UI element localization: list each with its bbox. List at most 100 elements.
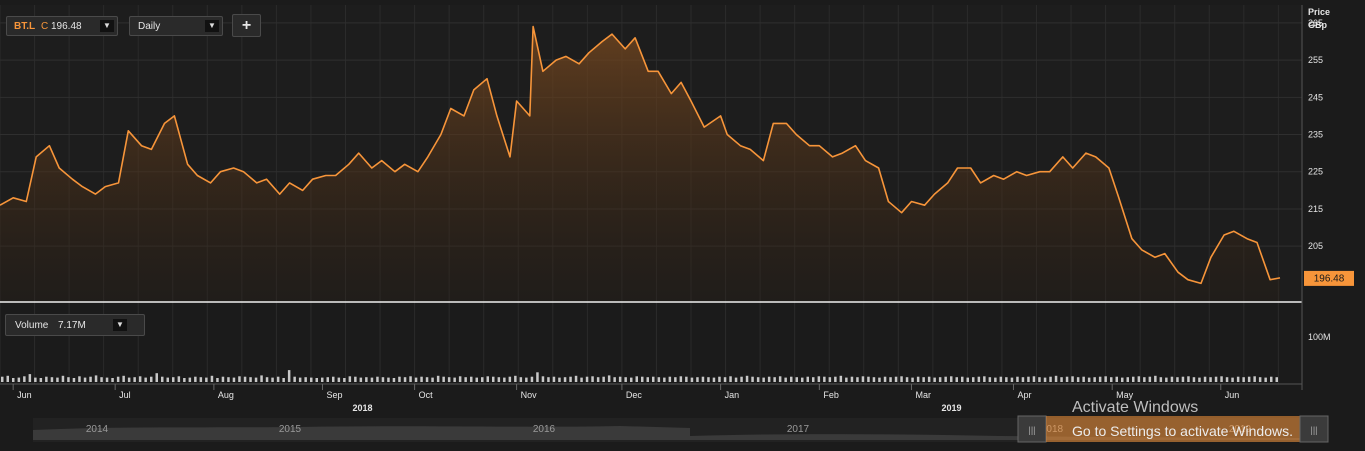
- navigator[interactable]: 201420152016201720182019 ||| |||: [33, 415, 1329, 443]
- symbol-label: BT.L: [14, 21, 36, 32]
- chevron-down-icon[interactable]: ▼: [113, 319, 127, 331]
- volume-bar: [50, 377, 54, 382]
- volume-bar: [310, 377, 313, 382]
- volume-bar: [922, 377, 925, 382]
- volume-bar: [111, 378, 114, 382]
- volume-bar: [205, 377, 208, 382]
- volume-bar: [1220, 376, 1223, 382]
- volume-bar: [166, 377, 169, 382]
- volume-bar: [1143, 377, 1146, 382]
- volume-bar: [563, 377, 567, 382]
- month-tick-label: Jan: [725, 390, 740, 400]
- volume-bar: [613, 377, 616, 382]
- navigator-selection[interactable]: [1046, 416, 1300, 442]
- volume-axis-tick: 100M: [1308, 332, 1331, 342]
- volume-bar: [905, 377, 909, 382]
- month-tick-label: Jun: [1225, 390, 1240, 400]
- volume-bar: [1010, 377, 1014, 382]
- volume-bar: [133, 377, 136, 382]
- volume-bar: [122, 375, 125, 382]
- volume-bar: [1181, 376, 1185, 382]
- volume-bar: [1038, 377, 1041, 382]
- volume-bar: [552, 376, 556, 382]
- volume-bar: [447, 377, 451, 382]
- volume-bar: [674, 377, 677, 382]
- volume-bar: [889, 377, 892, 382]
- volume-bar: [481, 377, 484, 382]
- volume-bar: [1049, 376, 1052, 382]
- volume-bar: [61, 375, 65, 382]
- volume-bar: [1187, 376, 1190, 382]
- year-tick-label: 2019: [941, 403, 961, 413]
- month-tick-label: Nov: [521, 390, 538, 400]
- price-area-fill: [0, 26, 1280, 302]
- month-tick-label: Dec: [626, 390, 643, 400]
- volume-bar: [1154, 375, 1157, 382]
- volume-bar: [845, 377, 848, 382]
- volume-bar: [6, 375, 9, 382]
- price-axis: 265 255 245 235 225 215 205: [1308, 18, 1323, 251]
- volume-bar: [1170, 376, 1174, 382]
- price-tick-label: 265: [1308, 18, 1323, 28]
- volume-bar: [1104, 376, 1107, 382]
- volume-bar: [519, 377, 523, 382]
- volume-bar: [172, 377, 175, 382]
- volume-bar: [282, 378, 285, 382]
- volume-bar: [525, 377, 528, 382]
- symbol-selector[interactable]: BT.L C 196.48 ▼: [6, 16, 118, 36]
- chevron-down-icon[interactable]: ▼: [205, 20, 219, 32]
- volume-bar: [894, 376, 898, 382]
- volume-bar: [839, 375, 843, 382]
- volume-bar: [547, 377, 550, 382]
- volume-bar: [304, 377, 307, 382]
- volume-bar: [1225, 377, 1229, 382]
- navigator-right-handle[interactable]: [1299, 415, 1329, 443]
- volume-bar: [591, 376, 594, 382]
- price-tick-label: 205: [1308, 241, 1323, 251]
- month-tick-label: Aug: [218, 390, 234, 400]
- plus-icon: +: [241, 17, 252, 34]
- volume-bar: [1264, 377, 1267, 382]
- month-axis: Jun Jul Aug Sep Oct Nov Dec Jan Feb Mar Apr May Jun: [12, 384, 1240, 400]
- volume-bar: [801, 377, 804, 382]
- windows-watermark-title: Activate Windows: [1072, 399, 1199, 416]
- volume-bar: [155, 373, 158, 382]
- interval-selector[interactable]: Daily ▼: [129, 16, 223, 36]
- price-tick-label: 235: [1308, 130, 1323, 140]
- volume-label: Volume: [15, 320, 49, 331]
- volume-bar: [150, 376, 153, 382]
- volume-bar: [927, 376, 931, 382]
- volume-bar: [183, 378, 186, 382]
- volume-bar: [1043, 377, 1047, 382]
- volume-bar: [734, 377, 738, 382]
- volume-bar: [778, 376, 782, 382]
- current-price-marker: [1304, 270, 1354, 286]
- volume-bar: [883, 376, 887, 382]
- volume-bar: [12, 378, 15, 382]
- volume-bar: [977, 376, 981, 382]
- volume-bar: [1110, 377, 1113, 382]
- volume-bar: [1203, 376, 1207, 382]
- volume-bar: [585, 376, 589, 382]
- volume-bar: [1132, 376, 1135, 382]
- volume-bar: [89, 376, 92, 382]
- chevron-down-icon[interactable]: ▼: [100, 20, 114, 32]
- volume-bar: [784, 377, 787, 382]
- volume-bar: [850, 376, 854, 382]
- volume-selector[interactable]: Volume 7.17M ▼: [5, 314, 145, 336]
- volume-bar: [1121, 377, 1124, 382]
- add-indicator-button[interactable]: +: [232, 14, 261, 37]
- volume-bar: [938, 377, 942, 382]
- price-tick-label: 225: [1308, 167, 1323, 177]
- volume-bar: [227, 377, 230, 382]
- volume-bar: [392, 378, 396, 382]
- volume-bar: [94, 375, 98, 382]
- volume-bar: [265, 377, 269, 382]
- volume-bar: [116, 376, 120, 382]
- volume-bar: [696, 377, 699, 382]
- volume-bar: [332, 376, 335, 382]
- navigator-left-handle[interactable]: [1017, 415, 1047, 443]
- month-tick-label: Jul: [119, 390, 131, 400]
- volume-bar: [657, 377, 661, 382]
- volume-bar: [100, 377, 103, 382]
